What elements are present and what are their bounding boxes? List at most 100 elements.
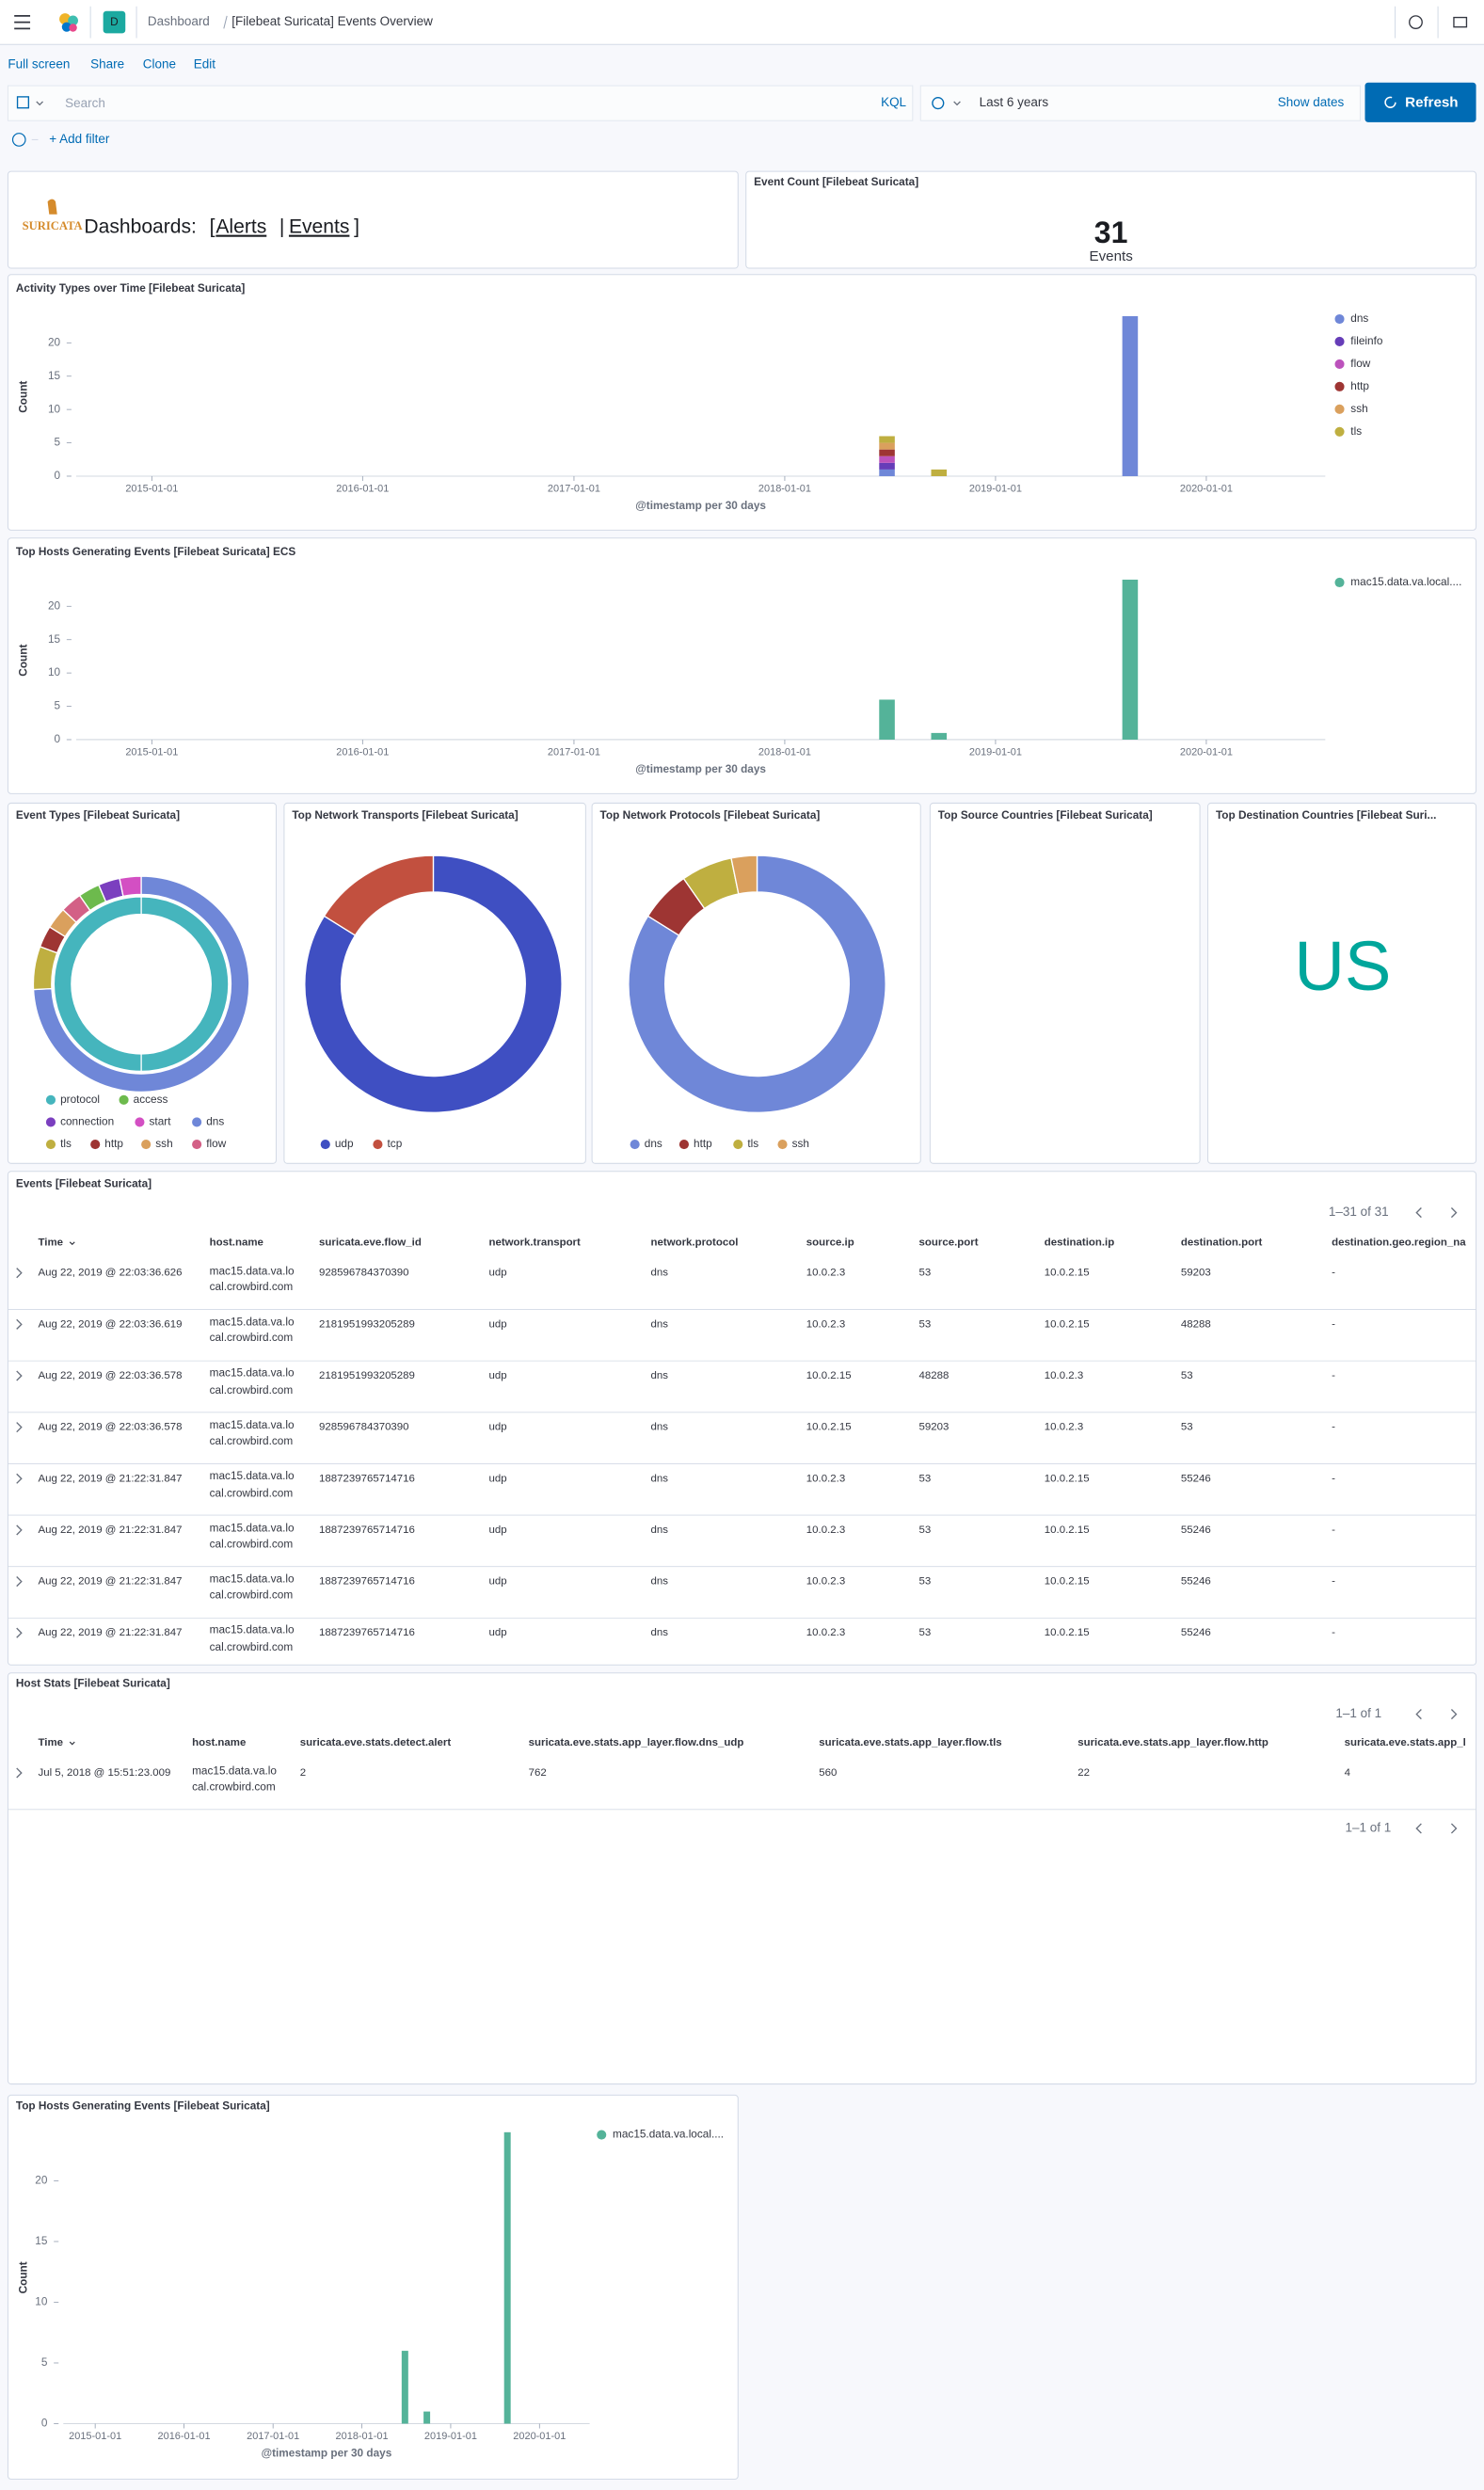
next-page[interactable] [1450, 1709, 1458, 1720]
legend-swatch[interactable] [678, 1140, 689, 1150]
saved-query-icon[interactable] [16, 96, 30, 109]
expand-row[interactable] [16, 1370, 23, 1381]
legend-swatch[interactable] [45, 1094, 56, 1105]
legend-swatch[interactable] [597, 2130, 607, 2140]
legend-swatch[interactable] [192, 1140, 202, 1150]
expand-row[interactable] [16, 1767, 23, 1779]
expand-row[interactable] [16, 1473, 23, 1484]
nav-link[interactable]: Clone [143, 57, 176, 72]
expand-row[interactable] [16, 1524, 23, 1536]
legend-label[interactable]: tls [1350, 424, 1362, 438]
table-cell: - [1332, 1370, 1335, 1381]
legend-label[interactable]: connection [60, 1115, 114, 1128]
sort-icon [69, 1741, 75, 1746]
x-tick-label: 2016-01-01 [336, 483, 389, 494]
expand-row[interactable] [16, 1627, 23, 1638]
legend-swatch[interactable] [1334, 426, 1345, 437]
prev-page[interactable] [1415, 1823, 1422, 1834]
column-header[interactable]: Time [38, 1237, 63, 1249]
chevron-icon[interactable] [36, 101, 44, 106]
legend-label[interactable]: dns [1350, 311, 1368, 325]
legend-swatch[interactable] [135, 1117, 145, 1127]
legend-label[interactable]: http [694, 1137, 712, 1150]
legend-label[interactable]: access [134, 1093, 168, 1106]
refresh-label[interactable]: Refresh [1405, 94, 1458, 110]
markdown-text: Dashboards: [84, 216, 197, 238]
legend-swatch[interactable] [119, 1094, 129, 1105]
expand-row[interactable] [16, 1318, 23, 1330]
tag[interactable]: US [1294, 927, 1391, 1005]
panel [7, 274, 1477, 531]
prev-page[interactable] [1415, 1207, 1422, 1219]
mail-icon[interactable] [1453, 16, 1468, 28]
legend-label[interactable]: flow [1350, 357, 1370, 370]
next-page[interactable] [1450, 1823, 1458, 1834]
legend-label[interactable]: mac15.data.va.local.... [613, 2128, 724, 2141]
markdown-link[interactable]: Alerts [215, 216, 266, 238]
expand-row[interactable] [16, 1422, 23, 1433]
nav-link[interactable]: Share [90, 57, 124, 72]
panel-title: Top Source Countries [Filebeat Suricata] [938, 808, 1153, 822]
legend-swatch[interactable] [192, 1117, 202, 1127]
refresh-button[interactable] [1364, 82, 1476, 122]
bar [879, 462, 895, 470]
legend-label[interactable]: tls [60, 1137, 72, 1150]
sort-icon [69, 1241, 75, 1246]
expand-row[interactable] [16, 1576, 23, 1588]
legend-label[interactable]: protocol [60, 1093, 100, 1106]
bar [423, 2411, 431, 2424]
legend-label[interactable]: ssh [792, 1137, 809, 1150]
legend-swatch[interactable] [630, 1140, 640, 1150]
prev-page[interactable] [1415, 1709, 1422, 1720]
legend-label[interactable]: http [104, 1137, 123, 1150]
x-tick-label: 2019-01-01 [424, 2431, 477, 2442]
legend-label[interactable]: ssh [155, 1137, 172, 1150]
legend-label[interactable]: tls [747, 1137, 758, 1150]
bar [931, 732, 948, 740]
legend-label[interactable]: http [1350, 379, 1369, 392]
legend-label[interactable]: mac15.data.va.local.... [1350, 575, 1461, 588]
table-cell: 762 [529, 1767, 547, 1779]
legend-label[interactable]: start [150, 1115, 172, 1128]
nav-link[interactable]: Full screen [8, 57, 70, 72]
legend-label[interactable]: dns [206, 1115, 224, 1128]
legend-swatch[interactable] [733, 1140, 743, 1150]
legend-swatch[interactable] [90, 1140, 101, 1150]
legend-swatch[interactable] [373, 1140, 383, 1150]
kql-toggle[interactable]: KQL [881, 95, 906, 109]
show-dates[interactable]: Show dates [1278, 95, 1345, 109]
chevron-icon[interactable] [953, 101, 961, 106]
table-cell: 53 [1181, 1370, 1193, 1381]
legend-swatch[interactable] [1334, 381, 1345, 391]
breadcrumb[interactable]: Dashboard [148, 14, 210, 28]
legend-swatch[interactable] [320, 1140, 330, 1150]
column-header[interactable]: Time [38, 1737, 63, 1748]
nav-link[interactable]: Edit [194, 57, 215, 72]
add-filter[interactable]: + Add filter [49, 132, 110, 146]
legend-swatch[interactable] [45, 1117, 56, 1127]
legend-label[interactable]: ssh [1350, 402, 1367, 415]
legend-label[interactable]: udp [335, 1137, 354, 1150]
filter-icon[interactable] [11, 133, 26, 147]
date-picker[interactable] [919, 85, 1361, 121]
help-icon[interactable] [1409, 15, 1423, 30]
space-badge[interactable] [103, 10, 126, 34]
legend-swatch[interactable] [1334, 313, 1345, 325]
table-cell: Aug 22, 2019 @ 22:03:36.626 [38, 1268, 182, 1279]
markdown-link[interactable]: Events [289, 216, 349, 238]
legend-label[interactable]: flow [206, 1137, 226, 1150]
legend-swatch[interactable] [141, 1140, 152, 1150]
legend-swatch[interactable] [45, 1140, 56, 1150]
legend-swatch[interactable] [1334, 577, 1345, 588]
legend-swatch[interactable] [1334, 359, 1345, 369]
legend-label[interactable]: fileinfo [1350, 334, 1383, 347]
legend-swatch[interactable] [1334, 404, 1345, 414]
expand-row[interactable] [16, 1268, 23, 1279]
legend-label[interactable]: tcp [388, 1137, 403, 1150]
search-box[interactable] [7, 85, 914, 121]
legend-swatch[interactable] [777, 1140, 788, 1150]
next-page[interactable] [1450, 1207, 1458, 1219]
legend-swatch[interactable] [1334, 336, 1345, 347]
panel [7, 2094, 739, 2481]
legend-label[interactable]: dns [645, 1137, 662, 1150]
